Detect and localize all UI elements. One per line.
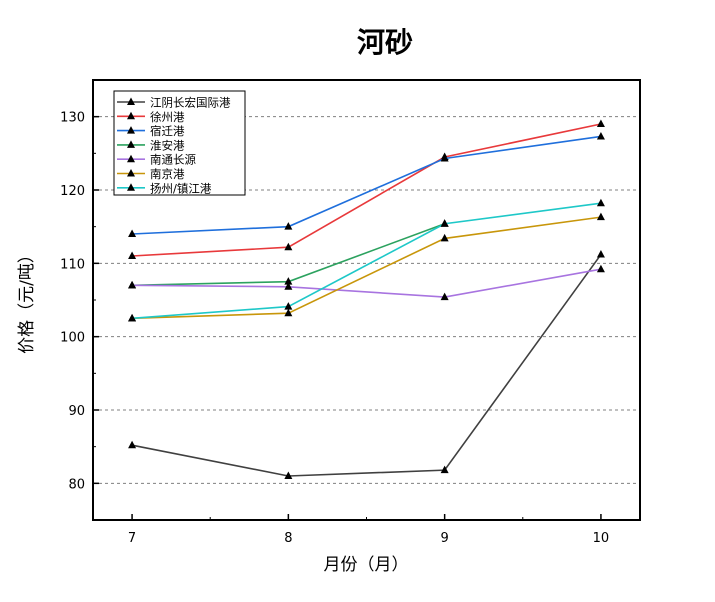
legend	[113, 90, 246, 196]
data-point	[596, 264, 605, 273]
legend-label: 徐州港	[150, 110, 185, 124]
data-point	[128, 280, 137, 289]
data-point	[596, 119, 605, 127]
legend-marker	[127, 169, 135, 177]
y-tick-label: 80	[68, 477, 85, 492]
data-point	[596, 198, 605, 207]
series-line	[132, 202, 602, 320]
plot-frame	[92, 79, 641, 521]
series-line	[131, 254, 602, 477]
x-tick-label: 8	[284, 531, 292, 546]
legend-marker	[127, 111, 135, 120]
data-point	[440, 219, 449, 227]
legend-marker	[127, 126, 135, 134]
x-tick-label: 9	[441, 531, 449, 546]
data-point	[440, 465, 449, 474]
legend-marker	[127, 183, 135, 191]
legend-label: 江阴长宏国际港	[150, 96, 231, 110]
legend-label: 淮安港	[150, 138, 185, 152]
data-point	[284, 302, 293, 310]
data-point	[440, 292, 449, 301]
data-point	[128, 440, 137, 449]
data-point	[596, 131, 605, 140]
y-tick-label: 130	[60, 111, 85, 126]
legend-label: 南京港	[150, 167, 185, 181]
series-line	[132, 135, 602, 235]
data-point	[128, 313, 137, 322]
data-point	[284, 471, 293, 479]
legend-label: 扬州/镇江港	[150, 181, 212, 195]
series-line	[132, 222, 445, 287]
data-point	[284, 282, 293, 290]
legend-label: 宿迁港	[150, 124, 185, 138]
y-tick-label: 110	[60, 257, 85, 272]
x-axis-label: 月份（月）	[324, 555, 409, 575]
data-point	[284, 277, 293, 285]
data-point	[284, 242, 293, 251]
data-point	[284, 308, 293, 317]
series-line	[132, 123, 602, 257]
y-tick-label: 90	[68, 404, 85, 419]
series-line	[132, 268, 602, 298]
data-point	[128, 251, 137, 259]
data-point	[128, 229, 137, 237]
chart-title: 河砂	[357, 26, 413, 59]
legend-label: 南通长源	[150, 153, 196, 167]
x-tick-label: 10	[593, 531, 610, 546]
x-tick-label: 7	[128, 531, 136, 546]
data-point	[596, 250, 605, 258]
y-axis-label: 价格（元/吨）	[17, 246, 37, 354]
data-point	[596, 212, 605, 221]
legend-marker	[127, 97, 135, 105]
legend-marker	[127, 140, 135, 148]
y-tick-label: 100	[60, 331, 85, 346]
legend-marker	[127, 154, 135, 163]
data-point	[284, 222, 293, 230]
y-tick-label: 120	[60, 184, 85, 199]
data-point	[440, 153, 449, 162]
series-line	[132, 216, 602, 320]
data-point	[440, 233, 449, 242]
